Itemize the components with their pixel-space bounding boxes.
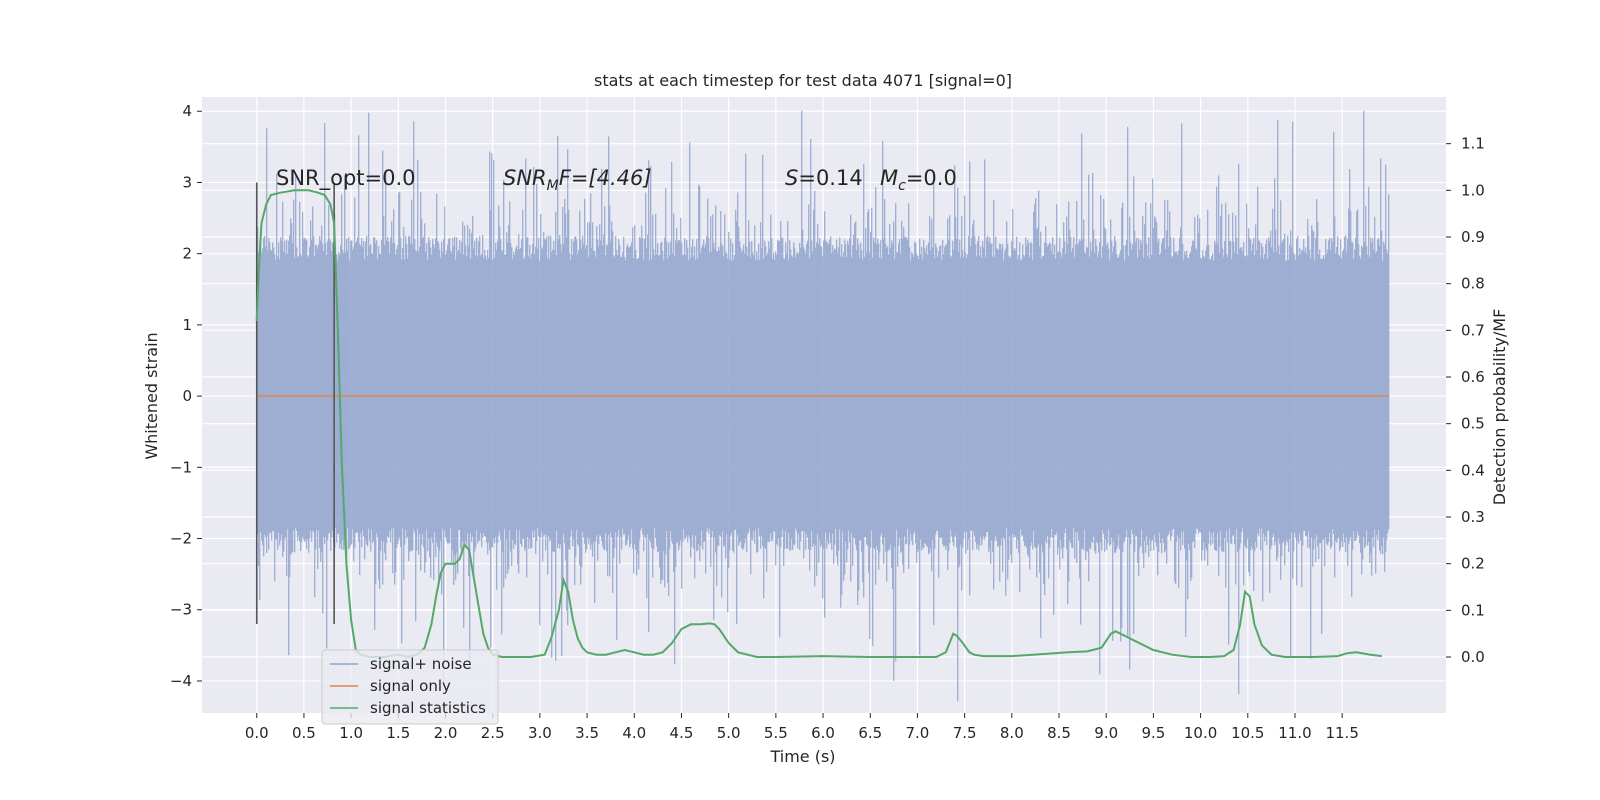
x-tick-label: 4.5 — [670, 724, 694, 742]
y2-tick-labels: 0.0 0.1 0.2 0.3 0.4 0.5 0.6 0.7 0.8 0.9 1.0 1.1 — [1446, 135, 1485, 666]
x-tick-label: 9.5 — [1141, 724, 1165, 742]
y2-tick-label: 0.4 — [1461, 461, 1485, 479]
x-tick-label: 0.5 — [292, 724, 316, 742]
x-axis-label: Time (s) — [769, 747, 835, 766]
x-tick-label: 1.5 — [386, 724, 410, 742]
y2-axis-label: Detection probability/MF — [1490, 309, 1509, 506]
y2-tick-label: 0.9 — [1461, 228, 1485, 246]
s-label: S — [785, 166, 798, 190]
x-tick-label: 5.5 — [764, 724, 788, 742]
x-tick-label: 6.0 — [811, 724, 835, 742]
annotation-snr-mf: SNRMF=[4.46] — [503, 166, 652, 194]
y-tick-label: 3 — [182, 173, 192, 191]
y-tick-label: −2 — [170, 530, 192, 548]
snr-mf-rest: F=[4.46] — [559, 166, 652, 190]
mc-value: =0.0 — [906, 166, 957, 190]
y-tick-labels: −4 −3 −2 −1 0 1 2 3 4 — [170, 102, 202, 690]
y2-tick-label: 0.8 — [1461, 275, 1485, 293]
s-value: =0.14 — [798, 166, 862, 190]
y2-tick-label: 0.6 — [1461, 368, 1485, 386]
x-tick-label: 7.5 — [953, 724, 977, 742]
y-tick-label: 1 — [182, 316, 192, 334]
y2-tick-label: 0.1 — [1461, 601, 1485, 619]
y2-tick-label: 0.0 — [1461, 648, 1485, 666]
y-tick-label: 4 — [182, 102, 192, 120]
y-tick-label: 0 — [182, 387, 192, 405]
x-tick-label: 3.0 — [528, 724, 552, 742]
vertical-markers — [255, 182, 335, 624]
legend-label-stats: signal statistics — [370, 699, 486, 717]
y2-tick-label: 1.0 — [1461, 181, 1485, 199]
y-axis-label: Whitened strain — [142, 332, 161, 459]
y2-tick-label: 0.3 — [1461, 508, 1485, 526]
legend: signal+ noise signal only signal statist… — [321, 649, 499, 725]
x-tick-label: 2.5 — [481, 724, 505, 742]
x-tick-label: 0.0 — [245, 724, 269, 742]
annotation-snr-opt: SNR_opt=0.0 — [276, 166, 416, 191]
x-tick-label: 2.0 — [434, 724, 458, 742]
x-tick-label: 4.0 — [622, 724, 646, 742]
chart-title: stats at each timestep for test data 407… — [594, 71, 1012, 90]
y-tick-label: −4 — [170, 672, 192, 690]
x-tick-label: 6.5 — [858, 724, 882, 742]
x-tick-label: 1.0 — [339, 724, 363, 742]
legend-box — [321, 649, 499, 725]
y2-tick-label: 0.7 — [1461, 321, 1485, 339]
x-tick-label: 10.5 — [1231, 724, 1264, 742]
y2-tick-label: 1.1 — [1461, 135, 1485, 153]
annotation-mc: Mc=0.0 — [880, 166, 957, 194]
x-tick-label: 7.0 — [906, 724, 930, 742]
annotation-s: S=0.14 — [785, 166, 863, 190]
x-tick-label: 9.0 — [1094, 724, 1118, 742]
y2-tick-label: 0.2 — [1461, 555, 1485, 573]
x-tick-labels: 0.0 0.5 1.0 1.5 2.0 2.5 3.0 3.5 4.0 4.5 5.0 5.5 6.0 6… — [245, 713, 1359, 742]
x-tick-label: 11.5 — [1325, 724, 1358, 742]
mc-sub: c — [898, 178, 906, 194]
y-tick-label: −3 — [170, 601, 192, 619]
x-tick-label: 3.5 — [575, 724, 599, 742]
y-tick-label: 2 — [182, 245, 192, 263]
snr-mf-sub: M — [547, 178, 559, 194]
y2-tick-label: 0.5 — [1461, 415, 1485, 433]
x-tick-label: 8.0 — [1000, 724, 1024, 742]
x-tick-label: 10.0 — [1184, 724, 1217, 742]
legend-label-signal: signal only — [370, 677, 451, 695]
x-tick-label: 8.5 — [1047, 724, 1071, 742]
x-tick-label: 11.0 — [1278, 724, 1311, 742]
x-tick-label: 5.0 — [717, 724, 741, 742]
snr-mf-main: SNR — [503, 166, 547, 190]
y-tick-label: −1 — [170, 458, 192, 476]
mc-label: M — [880, 166, 898, 190]
legend-label-noise: signal+ noise — [370, 655, 472, 673]
